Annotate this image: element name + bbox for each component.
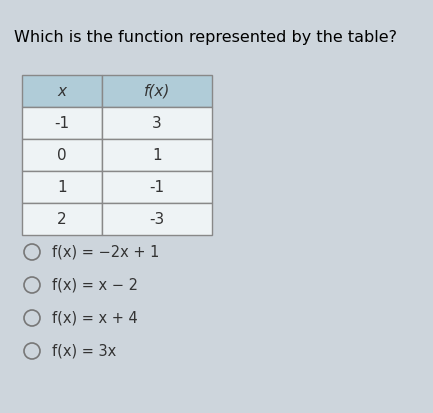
FancyBboxPatch shape: [102, 171, 212, 203]
Text: f(x) = 3x: f(x) = 3x: [52, 344, 116, 358]
Circle shape: [24, 244, 40, 260]
FancyBboxPatch shape: [102, 203, 212, 235]
Text: -1: -1: [149, 180, 165, 195]
Circle shape: [24, 310, 40, 326]
Text: 3: 3: [152, 116, 162, 131]
FancyBboxPatch shape: [22, 171, 102, 203]
Circle shape: [24, 343, 40, 359]
Text: x: x: [58, 83, 67, 98]
FancyBboxPatch shape: [102, 139, 212, 171]
Text: 1: 1: [152, 147, 162, 162]
Text: f(x) = x + 4: f(x) = x + 4: [52, 311, 138, 325]
FancyBboxPatch shape: [22, 75, 102, 107]
Text: 2: 2: [57, 211, 67, 226]
Text: -1: -1: [55, 116, 70, 131]
Text: f(x): f(x): [144, 83, 170, 98]
Text: -3: -3: [149, 211, 165, 226]
Text: 1: 1: [57, 180, 67, 195]
Text: Which is the function represented by the table?: Which is the function represented by the…: [14, 30, 397, 45]
Text: 0: 0: [57, 147, 67, 162]
FancyBboxPatch shape: [22, 107, 102, 139]
FancyBboxPatch shape: [22, 139, 102, 171]
FancyBboxPatch shape: [102, 75, 212, 107]
FancyBboxPatch shape: [22, 203, 102, 235]
Text: f(x) = −2x + 1: f(x) = −2x + 1: [52, 244, 159, 259]
FancyBboxPatch shape: [102, 107, 212, 139]
Circle shape: [24, 277, 40, 293]
Text: f(x) = x − 2: f(x) = x − 2: [52, 278, 138, 292]
